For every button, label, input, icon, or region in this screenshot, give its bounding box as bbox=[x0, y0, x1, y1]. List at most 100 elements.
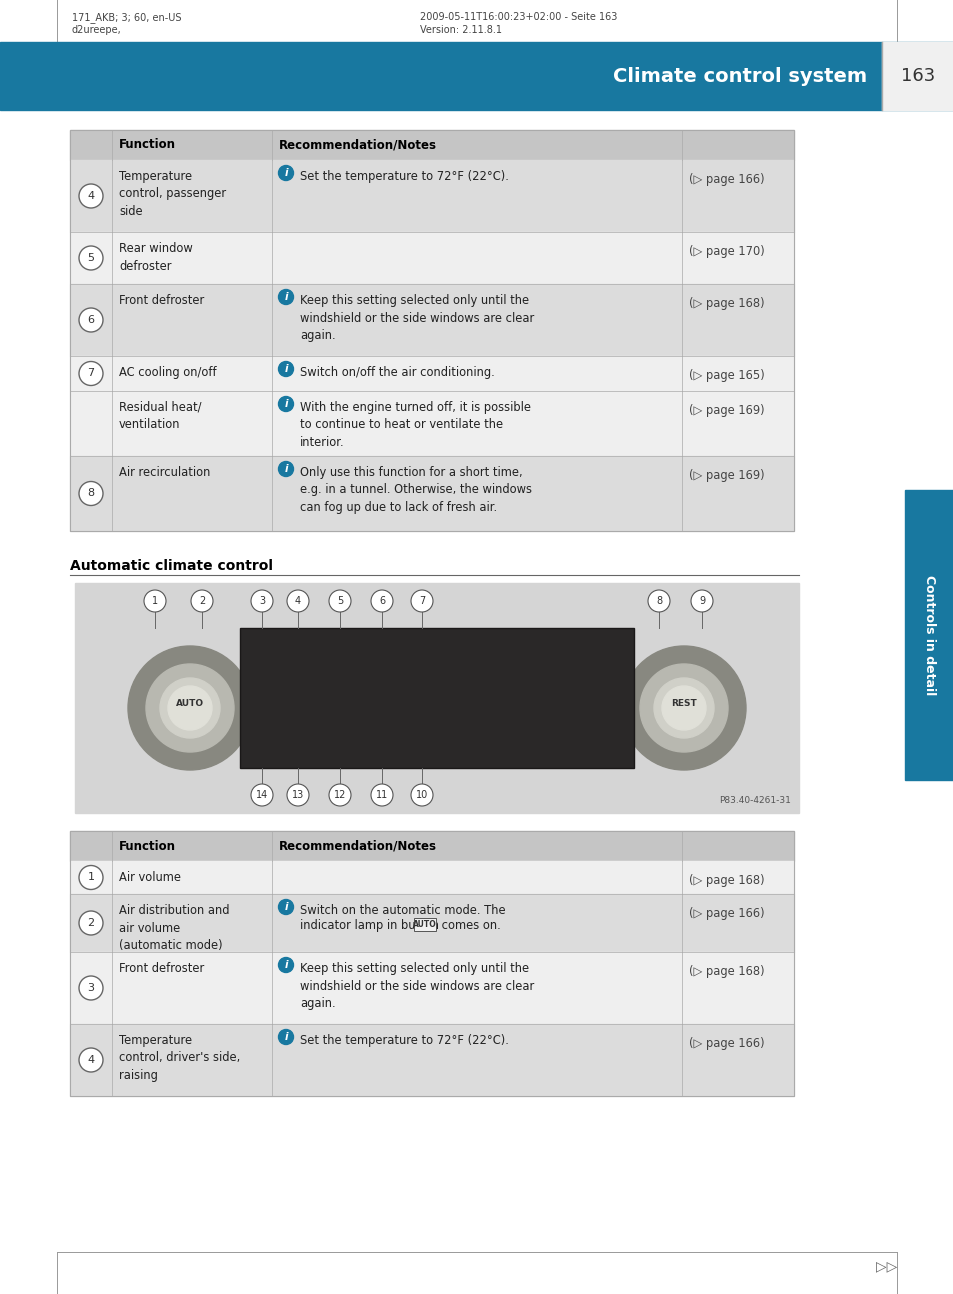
Bar bbox=[70, 861, 793, 894]
Bar bbox=[882, 41, 953, 110]
Bar bbox=[70, 952, 793, 1024]
Bar bbox=[70, 129, 793, 531]
Circle shape bbox=[278, 462, 294, 476]
Circle shape bbox=[278, 899, 294, 915]
Circle shape bbox=[287, 784, 309, 806]
Text: comes on.: comes on. bbox=[437, 919, 500, 932]
Text: (▷ page 168): (▷ page 168) bbox=[688, 965, 763, 978]
Text: 14: 14 bbox=[255, 791, 268, 800]
Text: d2ureepe,: d2ureepe, bbox=[71, 25, 122, 35]
Bar bbox=[70, 831, 793, 861]
Bar bbox=[70, 831, 793, 1096]
Text: i: i bbox=[284, 364, 288, 374]
Circle shape bbox=[371, 590, 393, 612]
Text: Air distribution and
air volume
(automatic mode): Air distribution and air volume (automat… bbox=[119, 905, 230, 952]
Bar bbox=[414, 917, 436, 930]
Text: (▷ page 169): (▷ page 169) bbox=[688, 468, 763, 481]
Text: 8: 8 bbox=[656, 597, 661, 606]
Circle shape bbox=[251, 590, 273, 612]
Text: Temperature
control, driver's side,
raising: Temperature control, driver's side, rais… bbox=[119, 1034, 240, 1082]
Bar bbox=[70, 356, 793, 391]
Circle shape bbox=[146, 664, 233, 752]
Bar bbox=[904, 490, 953, 780]
Text: 4: 4 bbox=[88, 1055, 94, 1065]
Circle shape bbox=[79, 308, 103, 333]
Circle shape bbox=[411, 590, 433, 612]
Circle shape bbox=[251, 784, 273, 806]
Circle shape bbox=[79, 1048, 103, 1071]
Text: i: i bbox=[284, 465, 288, 474]
Circle shape bbox=[654, 678, 713, 738]
Text: Air volume: Air volume bbox=[119, 871, 181, 884]
Text: i: i bbox=[284, 1033, 288, 1042]
Text: Set the temperature to 72°F (22°C).: Set the temperature to 72°F (22°C). bbox=[299, 1034, 508, 1047]
Text: Recommendation/Notes: Recommendation/Notes bbox=[278, 840, 436, 853]
Text: (▷ page 168): (▷ page 168) bbox=[688, 298, 763, 311]
Circle shape bbox=[690, 590, 712, 612]
Text: 163: 163 bbox=[900, 67, 934, 85]
Text: (▷ page 169): (▷ page 169) bbox=[688, 404, 763, 417]
Text: 10: 10 bbox=[416, 791, 428, 800]
Circle shape bbox=[79, 246, 103, 270]
Text: 12: 12 bbox=[334, 791, 346, 800]
Text: 6: 6 bbox=[378, 597, 385, 606]
Text: 3: 3 bbox=[88, 983, 94, 992]
Circle shape bbox=[144, 590, 166, 612]
Circle shape bbox=[278, 166, 294, 180]
Circle shape bbox=[647, 590, 669, 612]
Text: Version: 2.11.8.1: Version: 2.11.8.1 bbox=[419, 25, 501, 35]
Text: Switch on/off the air conditioning.: Switch on/off the air conditioning. bbox=[299, 366, 495, 379]
Circle shape bbox=[79, 976, 103, 1000]
Text: P83.40-4261-31: P83.40-4261-31 bbox=[719, 796, 790, 805]
Circle shape bbox=[329, 784, 351, 806]
Text: i: i bbox=[284, 960, 288, 970]
Text: REST: REST bbox=[670, 700, 696, 709]
Text: Controls in detail: Controls in detail bbox=[923, 575, 935, 695]
Text: i: i bbox=[284, 168, 288, 179]
Bar bbox=[240, 628, 634, 769]
Text: Function: Function bbox=[119, 840, 175, 853]
Circle shape bbox=[191, 590, 213, 612]
Text: AUTO: AUTO bbox=[175, 700, 204, 709]
Text: (▷ page 165): (▷ page 165) bbox=[688, 369, 764, 382]
Text: 8: 8 bbox=[88, 489, 94, 498]
Circle shape bbox=[278, 361, 294, 377]
Circle shape bbox=[278, 958, 294, 973]
Circle shape bbox=[79, 481, 103, 506]
Circle shape bbox=[278, 396, 294, 411]
Text: 4: 4 bbox=[88, 192, 94, 201]
Text: 4: 4 bbox=[294, 597, 301, 606]
Text: Front defroster: Front defroster bbox=[119, 294, 204, 307]
Text: Recommendation/Notes: Recommendation/Notes bbox=[278, 138, 436, 151]
Circle shape bbox=[278, 1030, 294, 1044]
Text: ▷▷: ▷▷ bbox=[875, 1259, 896, 1273]
Text: Air recirculation: Air recirculation bbox=[119, 466, 211, 479]
Text: Function: Function bbox=[119, 138, 175, 151]
Text: 2: 2 bbox=[88, 917, 94, 928]
Text: Climate control system: Climate control system bbox=[612, 66, 866, 85]
Text: 171_AKB; 3; 60, en-US: 171_AKB; 3; 60, en-US bbox=[71, 12, 181, 23]
Text: Automatic climate control: Automatic climate control bbox=[70, 559, 273, 573]
Circle shape bbox=[79, 184, 103, 208]
Circle shape bbox=[79, 866, 103, 889]
Text: AUTO: AUTO bbox=[413, 920, 436, 929]
Bar bbox=[70, 232, 793, 283]
Bar bbox=[70, 283, 793, 356]
Text: Set the temperature to 72°F (22°C).: Set the temperature to 72°F (22°C). bbox=[299, 170, 508, 182]
Text: (▷ page 170): (▷ page 170) bbox=[688, 245, 764, 258]
Circle shape bbox=[168, 686, 212, 730]
Circle shape bbox=[128, 646, 252, 770]
Text: i: i bbox=[284, 399, 288, 409]
Circle shape bbox=[371, 784, 393, 806]
Bar bbox=[70, 455, 793, 531]
Text: 3: 3 bbox=[258, 597, 265, 606]
Text: 11: 11 bbox=[375, 791, 388, 800]
Text: i: i bbox=[284, 292, 288, 302]
Text: AC cooling on/off: AC cooling on/off bbox=[119, 366, 216, 379]
Text: Keep this setting selected only until the
windshield or the side windows are cle: Keep this setting selected only until th… bbox=[299, 961, 534, 1011]
Text: 6: 6 bbox=[88, 314, 94, 325]
Text: 1: 1 bbox=[152, 597, 158, 606]
Circle shape bbox=[278, 290, 294, 304]
Text: 13: 13 bbox=[292, 791, 304, 800]
Text: Temperature
control, passenger
side: Temperature control, passenger side bbox=[119, 170, 226, 217]
